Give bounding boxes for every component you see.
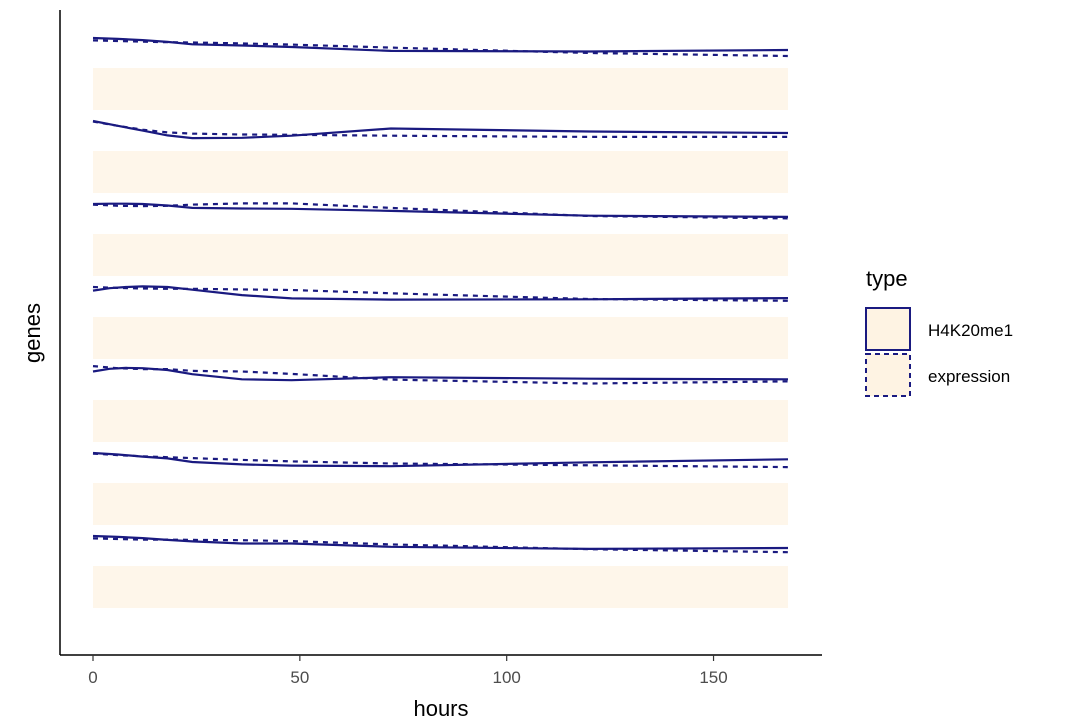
gene-band-1 — [93, 68, 788, 110]
series-expression-gene-6 — [92, 452, 789, 469]
y-axis-title: genes — [20, 303, 45, 363]
series-h4k20me1-gene-5 — [92, 366, 789, 382]
series-expression-gene-1 — [92, 39, 789, 58]
series-h4k20me1-gene-1 — [92, 36, 789, 53]
gene-band-6 — [93, 483, 788, 525]
x-axis-ticks: 0 50 100 150 — [88, 655, 728, 687]
gene-band-2 — [93, 151, 788, 193]
gene-band-7 — [93, 566, 788, 608]
ribbon-layer — [93, 68, 788, 608]
gene-band-3 — [93, 234, 788, 276]
gene-band-4 — [93, 317, 788, 359]
series-h4k20me1-gene-4 — [92, 285, 789, 301]
x-tick-label-100: 100 — [493, 668, 521, 687]
x-tick-label-150: 150 — [699, 668, 727, 687]
series-h4k20me1-gene-6 — [92, 451, 789, 468]
x-axis-title: hours — [413, 696, 468, 721]
series-expression-gene-5 — [92, 365, 789, 385]
gene-band-5 — [93, 400, 788, 442]
series-h4k20me1-gene-2 — [92, 119, 789, 140]
series-expression-gene-4 — [92, 285, 789, 302]
legend: type H4K20me1 expression — [865, 266, 1013, 397]
legend-key-expression — [865, 353, 911, 397]
legend-key-h4k20me1 — [865, 307, 911, 351]
series-h4k20me1-gene-3 — [92, 202, 789, 218]
series-h4k20me1-gene-7 — [92, 534, 789, 551]
x-tick-label-50: 50 — [290, 668, 309, 687]
legend-label-h4k20me1: H4K20me1 — [928, 321, 1013, 340]
series-expression-gene-2 — [92, 120, 788, 138]
legend-title: type — [866, 266, 908, 291]
series-layer — [92, 36, 789, 554]
series-expression-gene-7 — [92, 537, 789, 554]
legend-label-expression: expression — [928, 367, 1010, 386]
x-tick-label-0: 0 — [88, 668, 97, 687]
series-expression-gene-3 — [92, 202, 789, 220]
